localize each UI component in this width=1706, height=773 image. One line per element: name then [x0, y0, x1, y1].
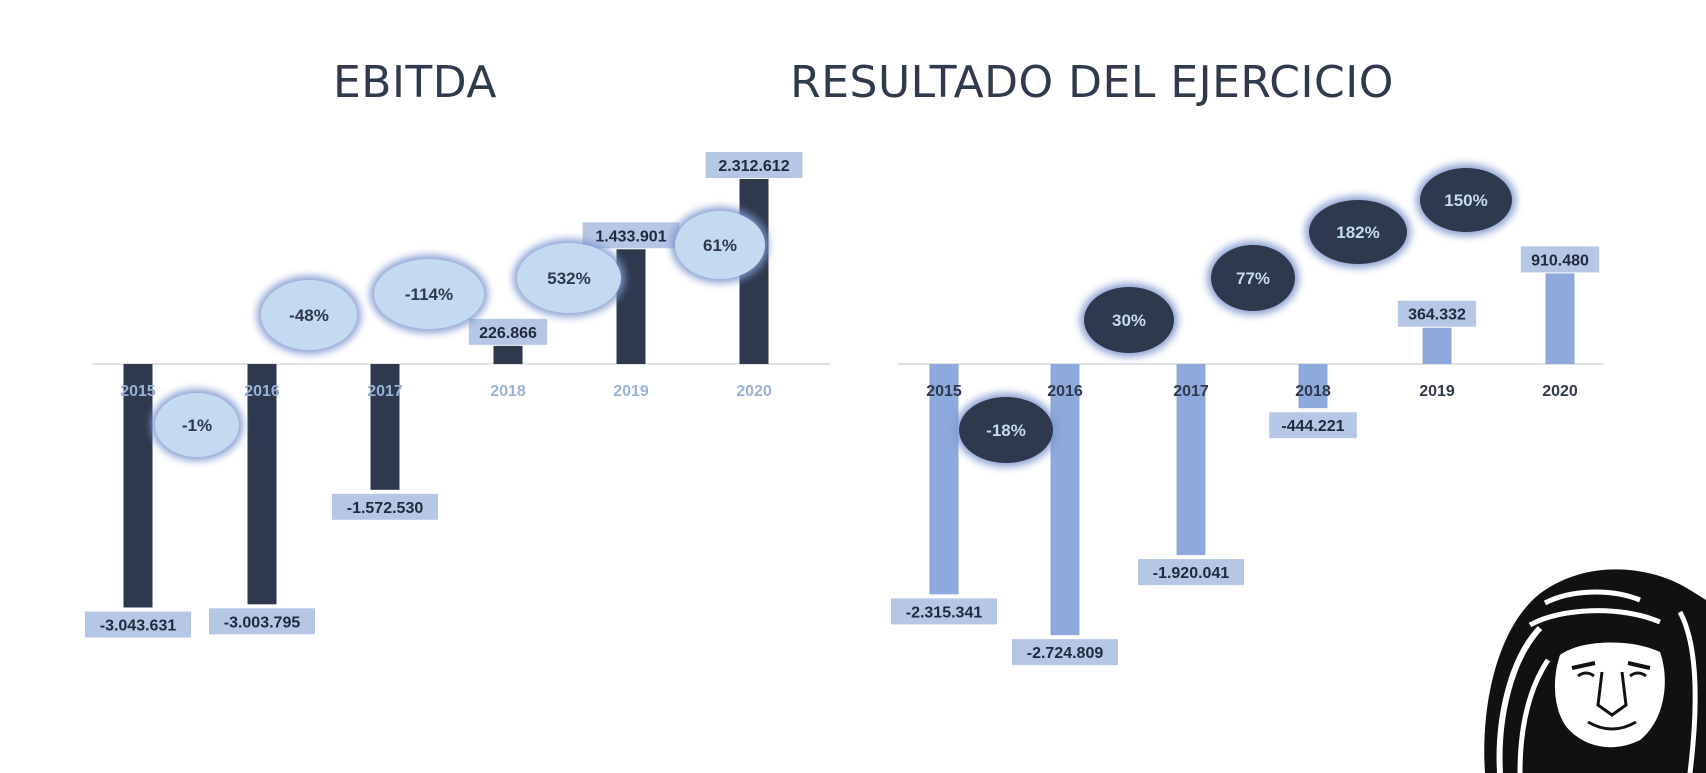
ebitda-data-label: 226.866 — [479, 325, 537, 342]
resultado-growth-label: 77% — [1236, 269, 1270, 288]
ebitda-data-label-box — [85, 611, 191, 638]
resultado-tick-label: 2020 — [1542, 383, 1578, 400]
resultado-data-label: 364.332 — [1408, 307, 1466, 324]
ebitda-tick-label: 2015 — [120, 383, 156, 400]
ebitda-growth-bubble — [517, 243, 621, 313]
resultado-tick-label: 2016 — [1047, 383, 1083, 400]
resultado-data-label: 910.480 — [1531, 252, 1589, 269]
ebitda-tick-label: 2018 — [490, 383, 526, 400]
ebitda-growth-bubble — [374, 259, 484, 329]
resultado-growth-bubble — [1309, 200, 1407, 264]
resultado-bar-2018 — [1298, 364, 1328, 409]
resultado-data-label-box — [1138, 559, 1244, 586]
ebitda-growth-label: -114% — [405, 285, 453, 304]
ebitda-tick-label: 2016 — [244, 383, 280, 400]
ebitda-growth-bubble — [675, 211, 765, 279]
ebitda-growth-bubble — [155, 393, 239, 457]
ebitda-tick-label: 2017 — [367, 383, 403, 400]
resultado-bar-2019 — [1422, 327, 1452, 364]
ebitda-data-label: 1.433.901 — [595, 228, 666, 245]
resultado-growth-label: 150% — [1444, 191, 1487, 210]
resultado-data-label: -2.724.809 — [1027, 645, 1104, 662]
resultado-growth-bubble — [1211, 245, 1295, 311]
ebitda-tick-label: 2019 — [613, 383, 649, 400]
ebitda-data-label-box — [468, 318, 548, 345]
resultado-data-label-box — [1269, 412, 1357, 439]
resultado-tick-label: 2018 — [1295, 383, 1331, 400]
ebitda-data-label: -3.003.795 — [224, 614, 301, 631]
resultado-bar-2017 — [1176, 364, 1206, 556]
ebitda-bar-2016 — [247, 364, 277, 605]
ebitda-data-label-box — [332, 493, 438, 520]
resultado-growth-bubble — [959, 397, 1053, 463]
resultado-growth-label: -18% — [986, 421, 1026, 440]
resultado-data-label: -1.920.041 — [1153, 565, 1230, 582]
resultado-chart-title: RESULTADO DEL EJERCICIO — [790, 57, 1394, 108]
resultado-growth-label: 30% — [1112, 311, 1146, 330]
resultado-growth-bubble — [1420, 168, 1512, 232]
resultado-bar-2016 — [1050, 364, 1080, 636]
resultado-data-label-box — [1520, 246, 1600, 273]
ebitda-chart: EBITDA 2015 -3.043.631 2016 -3.003.795 2017 -… — [85, 57, 830, 638]
resultado-bar-2015 — [929, 364, 959, 595]
resultado-growth-bubble — [1084, 287, 1174, 353]
ebitda-growth-label: -1% — [182, 416, 212, 435]
ebitda-growth-label: -48% — [289, 306, 329, 325]
lion-head-icon — [1474, 569, 1706, 773]
resultado-tick-label: 2017 — [1173, 383, 1209, 400]
resultado-tick-label: 2015 — [926, 383, 962, 400]
ebitda-data-label: -3.043.631 — [100, 617, 177, 634]
ebitda-bar-2017 — [370, 364, 400, 490]
ebitda-tick-label: 2020 — [736, 383, 772, 400]
resultado-data-label: -444.221 — [1281, 418, 1344, 435]
ebitda-data-label: -1.572.530 — [347, 500, 424, 517]
ebitda-growth-label: 532% — [547, 269, 590, 288]
resultado-tick-label: 2019 — [1419, 383, 1455, 400]
ebitda-data-label: 2.312.612 — [718, 158, 789, 175]
ebitda-bar-2015 — [123, 364, 153, 608]
resultado-data-label-box — [1012, 639, 1118, 666]
ebitda-growth-label: 61% — [703, 236, 737, 255]
ebitda-chart-title: EBITDA — [333, 57, 497, 108]
resultado-data-label: -2.315.341 — [906, 604, 983, 621]
resultado-data-label-box — [1397, 300, 1477, 327]
resultado-chart: RESULTADO DEL EJERCICIO 2015 -2.315.341 20… — [790, 57, 1604, 666]
resultado-growth-label: 182% — [1336, 223, 1379, 242]
ebitda-growth-bubble — [261, 280, 357, 350]
ebitda-data-label-box — [582, 222, 680, 249]
resultado-data-label-box — [891, 598, 997, 625]
ebitda-data-label-box — [705, 151, 803, 178]
resultado-bar-2020 — [1545, 273, 1575, 364]
ebitda-data-label-box — [209, 608, 315, 635]
ebitda-bar-2018 — [493, 345, 523, 364]
